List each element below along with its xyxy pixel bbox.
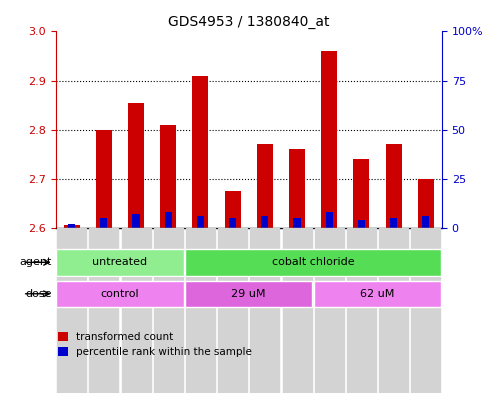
Bar [192,75,209,228]
Bar [315,228,344,393]
Bar [354,159,369,228]
Bar [100,218,108,228]
Bar [293,218,300,228]
Text: agent: agent [19,257,52,267]
Bar [132,214,140,228]
Bar [289,149,305,228]
Bar [321,51,337,228]
Bar [185,249,441,275]
Bar [385,145,402,228]
Bar [57,249,184,275]
Text: 29 uM: 29 uM [231,289,266,299]
Bar [57,228,86,393]
Bar [225,191,241,228]
Bar [418,179,434,228]
Bar [160,125,176,228]
Bar [347,228,376,393]
Bar [358,220,365,228]
Bar [68,224,75,228]
Text: untreated: untreated [92,257,147,267]
Bar [250,228,279,393]
Bar [283,228,312,393]
Bar [379,228,408,393]
Bar [326,212,333,228]
Text: dose: dose [25,289,52,299]
Bar [154,228,183,393]
Bar [64,226,80,228]
Bar [218,228,247,393]
Bar [186,228,215,393]
Bar [89,228,118,393]
Bar [261,216,269,228]
Legend: transformed count, percentile rank within the sample: transformed count, percentile rank withi… [54,327,256,362]
Bar [197,216,204,228]
Bar [422,216,429,228]
Text: 62 uM: 62 uM [360,289,395,299]
Bar [412,228,440,393]
Bar [390,218,397,228]
Bar [165,212,172,228]
Text: control: control [100,289,139,299]
Bar [122,228,151,393]
Bar [257,145,273,228]
Bar [96,130,112,228]
Bar [185,281,313,307]
Bar [57,281,184,307]
Bar [314,281,441,307]
Title: GDS4953 / 1380840_at: GDS4953 / 1380840_at [168,15,329,29]
Text: cobalt chloride: cobalt chloride [272,257,355,267]
Bar [128,103,144,228]
Bar [229,218,236,228]
